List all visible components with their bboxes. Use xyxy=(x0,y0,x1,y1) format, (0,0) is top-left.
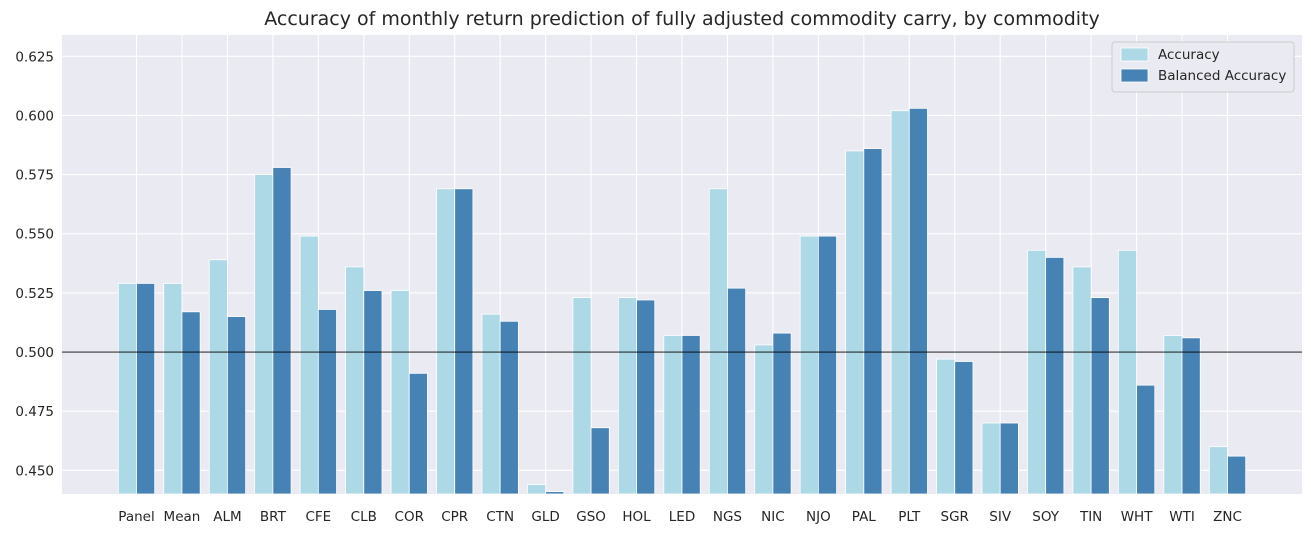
bar-accuracy-soy xyxy=(1027,249,1047,495)
bar-accuracy-njo xyxy=(799,235,819,495)
bar-accuracy-cpr xyxy=(436,188,456,495)
legend-label-accuracy: Accuracy xyxy=(1158,47,1220,63)
y-axis: 0.450 0.475 0.500 0.525 0.550 0.575 0.600 0.625 xyxy=(15,49,54,479)
y-tick-label: 0.550 xyxy=(15,227,54,243)
x-tick-label-hol: HOL xyxy=(622,509,651,525)
y-tick-label: 0.450 xyxy=(15,463,54,479)
bar-accuracy-tin xyxy=(1072,266,1092,495)
bar-balanced-accuracy-tin xyxy=(1090,297,1110,495)
bar-balanced-accuracy-nic xyxy=(772,332,792,495)
x-tick-label-znc: ZNC xyxy=(1213,509,1242,525)
y-tick-label: 0.475 xyxy=(15,404,54,420)
bar-balanced-accuracy-wht xyxy=(1136,384,1156,495)
bar-balanced-accuracy-ngs xyxy=(727,287,747,495)
bar-balanced-accuracy-led xyxy=(681,335,701,495)
bar-accuracy-ngs xyxy=(708,188,728,495)
x-tick-label-plt: PLT xyxy=(898,509,921,525)
bar-balanced-accuracy-cor xyxy=(408,372,428,495)
x-tick-label-panel: Panel xyxy=(118,509,154,525)
bar-balanced-accuracy-siv xyxy=(999,422,1019,495)
legend-swatch-balanced-accuracy xyxy=(1120,68,1149,83)
bar-accuracy-gld xyxy=(527,484,547,495)
bar-accuracy-hol xyxy=(617,297,637,495)
bar-balanced-accuracy-alm xyxy=(227,316,247,495)
bar-accuracy-pal xyxy=(845,150,865,495)
x-tick-label-soy: SOY xyxy=(1032,509,1059,525)
x-tick-label-mean: Mean xyxy=(164,509,201,525)
y-tick-label: 0.500 xyxy=(15,345,54,361)
bar-balanced-accuracy-cfe xyxy=(317,309,337,495)
x-tick-label-clb: CLB xyxy=(351,509,377,525)
bars xyxy=(117,107,1247,495)
bar-accuracy-led xyxy=(663,335,683,495)
y-tick-label: 0.625 xyxy=(15,49,54,65)
bar-accuracy-cfe xyxy=(299,235,319,495)
y-tick-label: 0.600 xyxy=(15,108,54,124)
bar-accuracy-ctn xyxy=(481,313,501,495)
bar-balanced-accuracy-mean xyxy=(181,311,201,495)
x-axis: Panel Mean ALM BRT CFE CLB COR CPR CTN GLD GSO HOL L… xyxy=(118,509,1242,525)
bar-balanced-accuracy-cpr xyxy=(454,188,474,495)
x-tick-label-led: LED xyxy=(669,509,695,525)
bar-accuracy-nic xyxy=(754,344,774,495)
x-tick-label-cor: COR xyxy=(395,509,424,525)
bar-balanced-accuracy-sgr xyxy=(954,361,974,495)
bar-accuracy-wti xyxy=(1163,335,1183,495)
bar-accuracy-gso xyxy=(572,297,592,495)
x-tick-label-ngs: NGS xyxy=(713,509,742,525)
x-tick-label-siv: SIV xyxy=(989,509,1012,525)
bar-accuracy-znc xyxy=(1208,446,1228,495)
legend-label-balanced-accuracy: Balanced Accuracy xyxy=(1158,68,1286,84)
bar-balanced-accuracy-znc xyxy=(1227,455,1247,495)
x-tick-label-tin: TIN xyxy=(1079,509,1102,525)
bar-accuracy-cor xyxy=(390,290,410,495)
bar-accuracy-brt xyxy=(254,174,274,495)
bar-balanced-accuracy-gld xyxy=(545,491,565,495)
y-tick-label: 0.525 xyxy=(15,286,54,302)
bar-accuracy-panel xyxy=(117,283,137,495)
bar-balanced-accuracy-brt xyxy=(272,167,292,495)
x-tick-label-cfe: CFE xyxy=(305,509,331,525)
bar-balanced-accuracy-wti xyxy=(1181,337,1201,495)
bar-balanced-accuracy-njo xyxy=(817,235,837,495)
bar-balanced-accuracy-soy xyxy=(1045,257,1065,495)
bar-accuracy-clb xyxy=(345,266,365,495)
bar-balanced-accuracy-ctn xyxy=(499,320,519,495)
x-tick-label-nic: NIC xyxy=(761,509,785,525)
bar-accuracy-siv xyxy=(981,422,1001,495)
chart-title: Accuracy of monthly return prediction of… xyxy=(264,8,1100,30)
bar-balanced-accuracy-panel xyxy=(136,283,156,495)
x-tick-label-pal: PAL xyxy=(852,509,877,525)
bar-balanced-accuracy-plt xyxy=(908,107,928,495)
x-tick-label-wti: WTI xyxy=(1169,509,1195,525)
legend: Accuracy Balanced Accuracy xyxy=(1111,41,1295,93)
bar-accuracy-mean xyxy=(163,283,183,495)
x-tick-label-wht: WHT xyxy=(1121,509,1153,525)
x-tick-label-ctn: CTN xyxy=(486,509,514,525)
x-tick-label-alm: ALM xyxy=(213,509,241,525)
y-tick-label: 0.575 xyxy=(15,168,54,184)
bar-balanced-accuracy-gso xyxy=(590,427,610,495)
x-tick-label-sgr: SGR xyxy=(941,509,969,525)
x-tick-label-gld: GLD xyxy=(531,509,559,525)
bar-balanced-accuracy-clb xyxy=(363,290,383,495)
bar-accuracy-wht xyxy=(1117,249,1137,495)
x-tick-label-njo: NJO xyxy=(806,509,831,525)
bar-accuracy-sgr xyxy=(936,358,956,495)
x-tick-label-gso: GSO xyxy=(576,509,606,525)
x-tick-label-brt: BRT xyxy=(260,509,287,525)
legend-frame xyxy=(1111,41,1295,93)
bar-accuracy-plt xyxy=(890,110,910,495)
bar-balanced-accuracy-pal xyxy=(863,148,883,495)
x-tick-label-cpr: CPR xyxy=(441,509,468,525)
bar-balanced-accuracy-hol xyxy=(636,299,656,495)
bar-accuracy-alm xyxy=(208,259,228,495)
legend-swatch-accuracy xyxy=(1120,47,1149,62)
